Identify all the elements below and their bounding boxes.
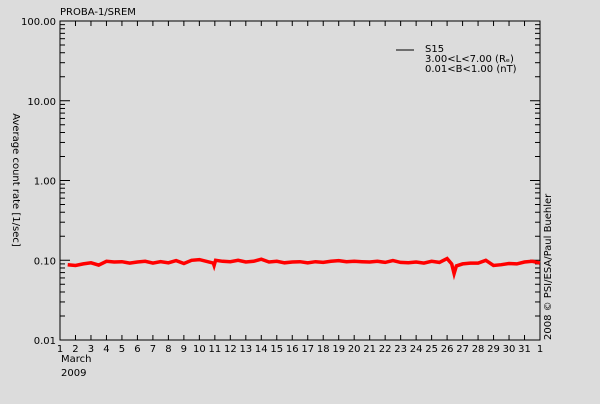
series-line (67, 256, 541, 281)
x-tick-label: 11 (208, 344, 221, 355)
x-tick-label: 2 (72, 344, 78, 355)
x-tick-label: 1 (537, 344, 543, 355)
x-tick-label: 22 (379, 344, 392, 355)
legend-l-range: 3.00<L<7.00 (Rₑ) (425, 54, 514, 65)
x-tick-label: 6 (134, 344, 140, 355)
x-tick-label: 13 (239, 344, 252, 355)
ticks: 1 2 3 4 5 6 7 8 9 10 11 12 13 14 15 16 17 18 19 20 21 22 23 24 2… (21, 17, 543, 355)
x-tick-label: 12 (224, 344, 237, 355)
x-tick-label: 8 (165, 344, 171, 355)
x-tick-label: 1 (57, 344, 63, 355)
credit: 2008 © PSI/ESA/Paul Buehler (543, 193, 554, 340)
x-axis-label-year: 2009 (61, 368, 86, 379)
x-tick-label: 17 (301, 344, 314, 355)
legend-b-range: 0.01<B<1.00 (nT) (425, 64, 517, 75)
x-tick-label: 15 (270, 344, 283, 355)
x-tick-label: 4 (103, 344, 109, 355)
x-tick-label: 14 (255, 344, 268, 355)
y-tick-label: 10.00 (27, 97, 56, 108)
x-tick-label: 27 (456, 344, 469, 355)
y-axis-label: Average count rate [1/sec] (10, 113, 21, 247)
x-tick-label: 18 (317, 344, 330, 355)
legend: S15 3.00<L<7.00 (Rₑ) 0.01<B<1.00 (nT) (396, 44, 517, 75)
y-tick-label: 100.00 (21, 17, 56, 28)
x-tick-label: 10 (193, 344, 206, 355)
x-tick-label: 24 (410, 344, 423, 355)
x-tick-label: 5 (119, 344, 125, 355)
x-tick-label: 28 (472, 344, 485, 355)
x-tick-label: 3 (88, 344, 94, 355)
y-tick-label: 1.00 (34, 177, 56, 188)
x-axis-label-month: March (61, 354, 91, 365)
x-tick-label: 31 (518, 344, 531, 355)
legend-series-name: S15 (425, 44, 444, 55)
x-tick-label: 26 (441, 344, 454, 355)
x-tick-label: 25 (425, 344, 438, 355)
x-tick-label: 16 (286, 344, 299, 355)
x-tick-label: 30 (503, 344, 516, 355)
x-tick-label: 19 (332, 344, 345, 355)
x-tick-label: 9 (181, 344, 187, 355)
chart-title: PROBA-1/SREM (60, 7, 136, 18)
x-tick-label: 29 (487, 344, 500, 355)
x-tick-label: 7 (150, 344, 156, 355)
y-tick-label: 0.10 (34, 256, 56, 267)
y-tick-label: 0.01 (34, 336, 56, 347)
x-tick-label: 20 (348, 344, 361, 355)
x-tick-label: 21 (363, 344, 376, 355)
x-tick-label: 23 (394, 344, 407, 355)
